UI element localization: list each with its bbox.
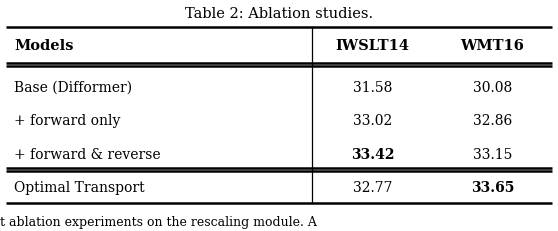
Text: 33.65: 33.65 — [471, 181, 514, 195]
Text: WMT16: WMT16 — [460, 39, 525, 53]
Text: 32.86: 32.86 — [473, 114, 512, 128]
Text: Table 2: Ablation studies.: Table 2: Ablation studies. — [185, 7, 373, 21]
Text: t ablation experiments on the rescaling module. A: t ablation experiments on the rescaling … — [0, 215, 317, 228]
Text: Optimal Transport: Optimal Transport — [14, 181, 145, 195]
Text: 31.58: 31.58 — [353, 80, 392, 94]
Text: Base (Difformer): Base (Difformer) — [14, 80, 132, 94]
Text: 33.02: 33.02 — [353, 114, 392, 128]
Text: Models: Models — [14, 39, 74, 53]
Text: + forward & reverse: + forward & reverse — [14, 147, 161, 161]
Text: IWSLT14: IWSLT14 — [335, 39, 410, 53]
Text: 33.42: 33.42 — [351, 147, 394, 161]
Text: 33.15: 33.15 — [473, 147, 512, 161]
Text: 30.08: 30.08 — [473, 80, 512, 94]
Text: 32.77: 32.77 — [353, 181, 392, 195]
Text: + forward only: + forward only — [14, 114, 121, 128]
